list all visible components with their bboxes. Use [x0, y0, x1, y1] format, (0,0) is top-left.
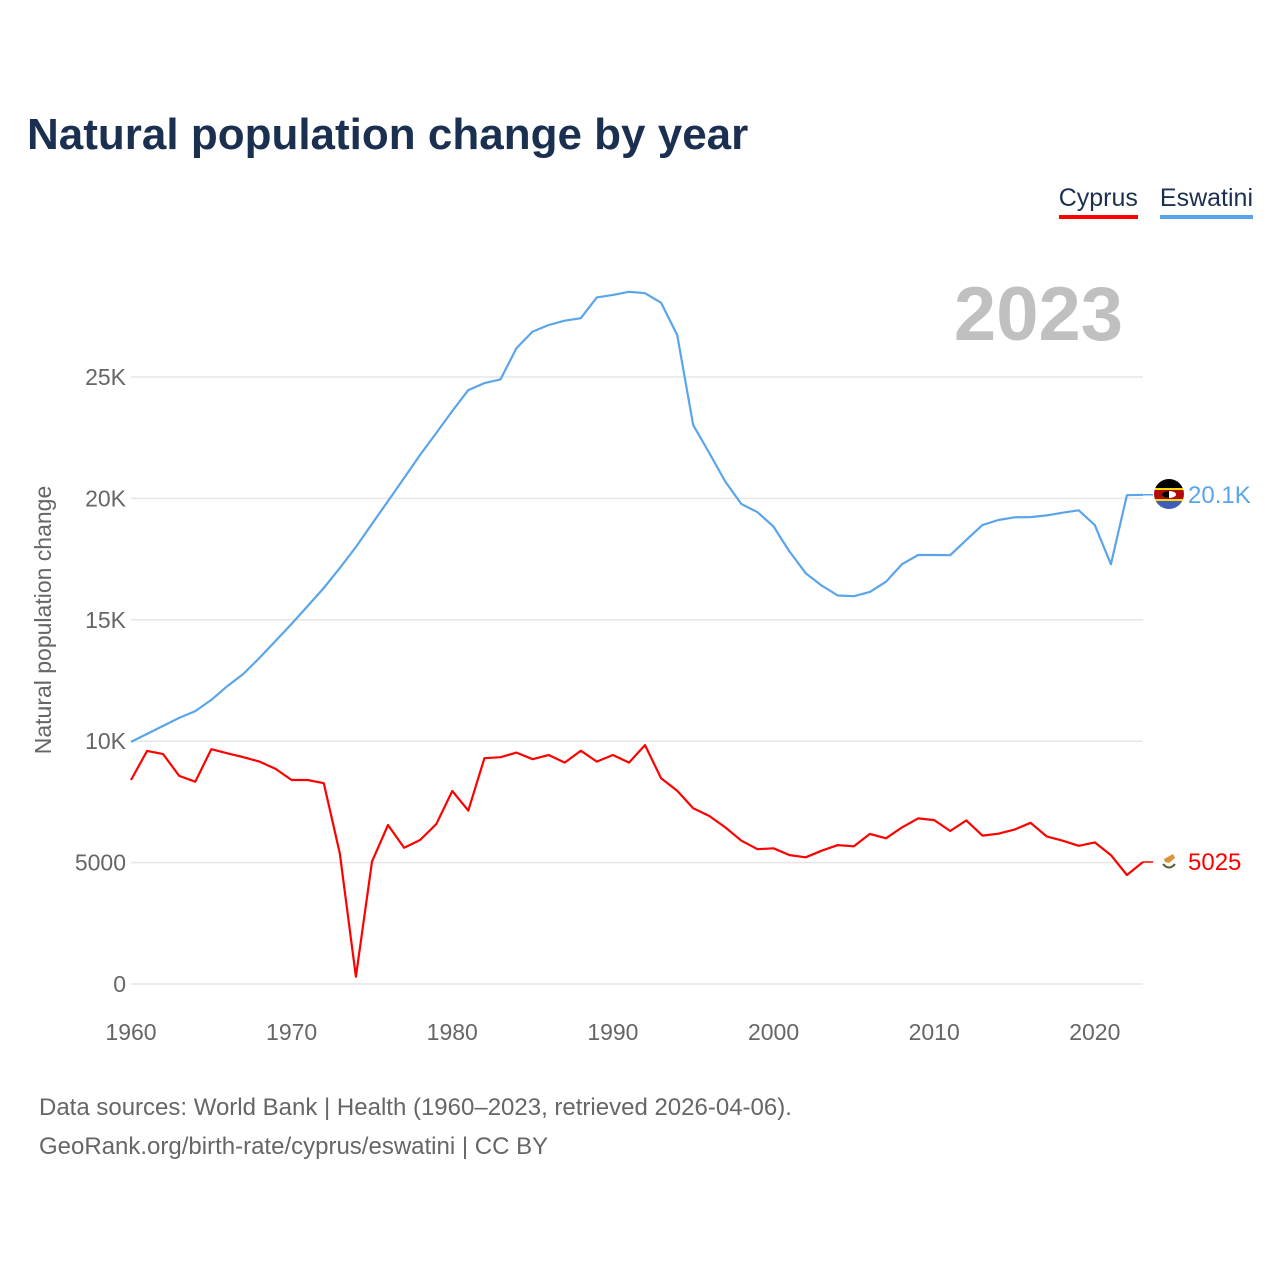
- data-source-note: Data sources: World Bank | Health (1960–…: [39, 1094, 792, 1121]
- y-tick-label: 10K: [85, 728, 127, 754]
- y-tick-label: 0: [113, 971, 126, 997]
- x-tick-label: 1990: [587, 1019, 638, 1045]
- y-tick-label: 20K: [85, 485, 127, 511]
- series-line-eswatini[interactable]: [130, 290, 1144, 743]
- legend-item-eswatini[interactable]: Eswatini: [1159, 184, 1253, 219]
- source-link[interactable]: GeoRank.org/birth-rate/cyprus/eswatini |…: [39, 1133, 549, 1160]
- y-tick-label: 15K: [85, 607, 127, 633]
- x-tick-label: 2020: [1069, 1019, 1120, 1045]
- y-axis-label: Natural population change: [30, 486, 56, 755]
- series-line-cyprus[interactable]: [130, 743, 1144, 978]
- end-value-label-cyprus: 5025: [1188, 849, 1241, 876]
- x-tick-label: 1980: [427, 1019, 478, 1045]
- eswatini-flag-icon: [1154, 479, 1184, 509]
- legend: Cyprus Eswatini: [1058, 184, 1253, 219]
- end-value-label-eswatini: 20.1K: [1188, 482, 1251, 509]
- y-tick-label: 25K: [85, 364, 127, 390]
- x-tick-label: 1970: [266, 1019, 317, 1045]
- x-tick-label: 2010: [909, 1019, 960, 1045]
- year-watermark: 2023: [954, 272, 1123, 357]
- x-tick-label: 1960: [105, 1019, 156, 1045]
- cyprus-flag-icon: [1154, 847, 1184, 877]
- y-tick-label: 5000: [75, 850, 126, 876]
- chart-title: Natural population change by year: [27, 110, 749, 159]
- x-tick-label: 2000: [748, 1019, 799, 1045]
- legend-item-cyprus[interactable]: Cyprus: [1058, 184, 1138, 219]
- footer: Data sources: World Bank | Health (1960–…: [39, 1088, 792, 1166]
